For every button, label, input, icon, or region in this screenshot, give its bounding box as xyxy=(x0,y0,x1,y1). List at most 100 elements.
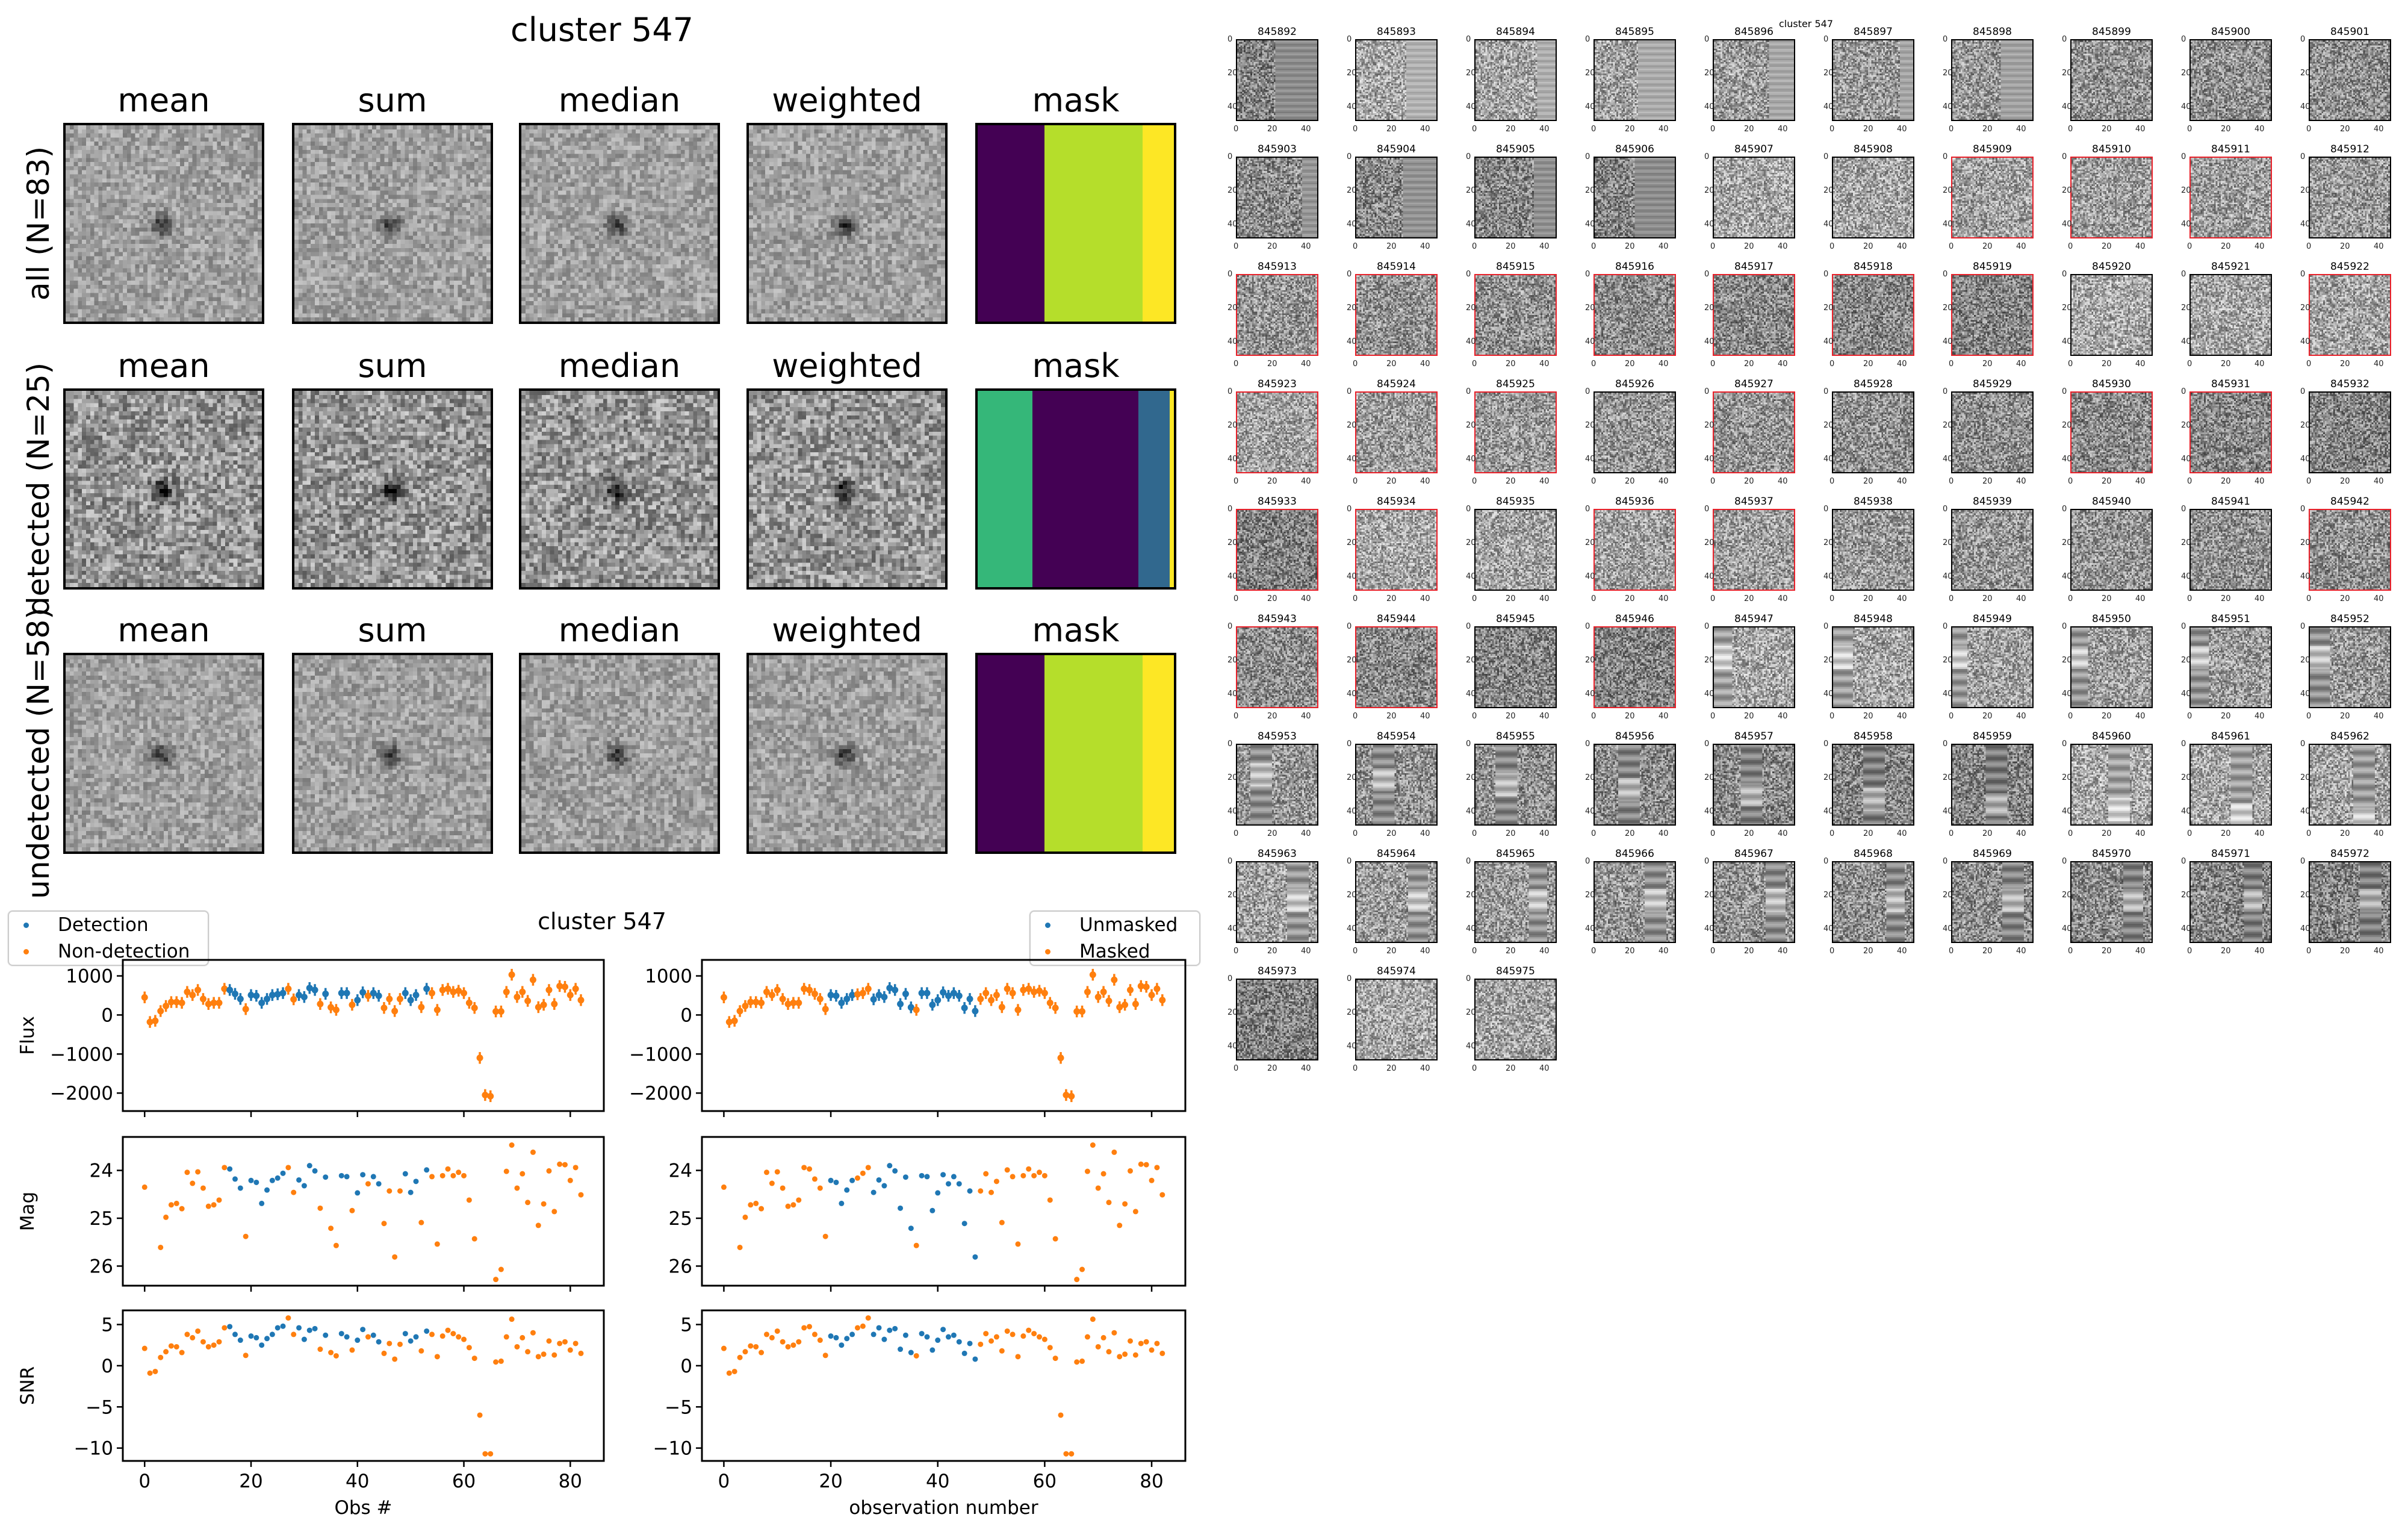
thumbnail[interactable] xyxy=(1236,979,1318,1060)
panel-title-sum: sum xyxy=(358,81,427,119)
thumbnail[interactable] xyxy=(1832,861,1914,943)
thumbnail[interactable] xyxy=(2070,509,2153,591)
thumbnail-detected[interactable] xyxy=(1951,274,2034,356)
thumbnail[interactable] xyxy=(1355,979,1438,1060)
thumbnail-detected[interactable] xyxy=(2070,157,2153,238)
thumbnail[interactable] xyxy=(1474,509,1557,591)
thumbnail[interactable] xyxy=(2309,39,2391,121)
thumbnail[interactable] xyxy=(1832,626,1914,708)
non-detection-point xyxy=(147,1370,153,1376)
thumbnail[interactable] xyxy=(2189,39,2272,121)
thumbnail-detected[interactable] xyxy=(1236,626,1318,708)
thumbnail-detected[interactable] xyxy=(2070,391,2153,473)
thumbnail-detected[interactable] xyxy=(1355,509,1438,591)
thumbnail-detected[interactable] xyxy=(1236,391,1318,473)
thumbnail[interactable] xyxy=(1593,39,1676,121)
non-detection-point xyxy=(524,997,532,1004)
thumbnail[interactable] xyxy=(1593,744,1676,826)
thumbnail-detected[interactable] xyxy=(1474,274,1557,356)
thumbnail[interactable] xyxy=(2189,274,2272,356)
thumbnail-detected[interactable] xyxy=(1236,509,1318,591)
thumbnail[interactable] xyxy=(1832,39,1914,121)
thumbnail[interactable] xyxy=(1474,979,1557,1060)
thumbnail[interactable] xyxy=(1355,39,1438,121)
thumbnail[interactable] xyxy=(1713,626,1795,708)
thumbnail[interactable] xyxy=(1355,157,1438,238)
thumbnail[interactable] xyxy=(2189,861,2272,943)
thumbnail[interactable] xyxy=(1832,391,1914,473)
thumbnail[interactable] xyxy=(2309,861,2391,943)
thumbnail[interactable] xyxy=(1832,744,1914,826)
thumbnail-detected[interactable] xyxy=(1593,274,1676,356)
thumbnail[interactable] xyxy=(2070,626,2153,708)
thumbnail-detected[interactable] xyxy=(1355,626,1438,708)
thumbnail-detected[interactable] xyxy=(1713,391,1795,473)
thumbnail[interactable] xyxy=(1236,861,1318,943)
thumbnail[interactable] xyxy=(2309,391,2391,473)
thumbnail-detected[interactable] xyxy=(2189,391,2272,473)
thumbnail[interactable] xyxy=(1951,39,2034,121)
thumbnail[interactable] xyxy=(1951,744,2034,826)
thumbnail-detected[interactable] xyxy=(2189,157,2272,238)
thumbnail[interactable] xyxy=(1355,744,1438,826)
thumbnail[interactable] xyxy=(1474,861,1557,943)
thumbnail-title: 845974 xyxy=(1377,965,1416,977)
thumbnail[interactable] xyxy=(2309,157,2391,238)
thumbnail[interactable] xyxy=(2309,626,2391,708)
thumbnail-y-tick-label: 40 xyxy=(1823,807,1834,816)
thumbnail[interactable] xyxy=(1593,157,1676,238)
thumbnail[interactable] xyxy=(1832,509,1914,591)
thumbnail-y-tick-label: 40 xyxy=(2181,572,2191,581)
thumbnail[interactable] xyxy=(1593,861,1676,943)
thumbnail[interactable] xyxy=(1951,861,2034,943)
thumbnail[interactable] xyxy=(1236,157,1318,238)
thumbnail-detected[interactable] xyxy=(2309,274,2391,356)
thumbnail[interactable] xyxy=(2309,744,2391,826)
thumbnail[interactable] xyxy=(1951,391,2034,473)
thumbnail[interactable] xyxy=(2070,274,2153,356)
thumbnail-detected[interactable] xyxy=(1474,391,1557,473)
thumbnail[interactable] xyxy=(1713,39,1795,121)
thumbnail[interactable] xyxy=(2189,626,2272,708)
thumbnail[interactable] xyxy=(1236,744,1318,826)
x-axis-label: observation number xyxy=(849,1497,1038,1519)
thumbnail-detected[interactable] xyxy=(1951,157,2034,238)
thumbnail[interactable] xyxy=(1951,509,2034,591)
thumbnail-detected[interactable] xyxy=(2309,509,2391,591)
thumbnail[interactable] xyxy=(2189,509,2272,591)
thumbnail[interactable] xyxy=(1713,861,1795,943)
thumbnail-title: 845937 xyxy=(1734,496,1773,508)
thumbnail[interactable] xyxy=(2189,744,2272,826)
thumbnail-detected[interactable] xyxy=(1593,626,1676,708)
thumbnail[interactable] xyxy=(1355,861,1438,943)
thumbnail-detected[interactable] xyxy=(1713,509,1795,591)
thumbnail[interactable] xyxy=(1713,157,1795,238)
thumbnail-detected[interactable] xyxy=(1355,274,1438,356)
thumbnail[interactable] xyxy=(1832,157,1914,238)
thumbnail[interactable] xyxy=(1236,39,1318,121)
thumbnail[interactable] xyxy=(1713,744,1795,826)
thumbnail-detected[interactable] xyxy=(1832,274,1914,356)
thumbnail[interactable] xyxy=(1951,626,2034,708)
thumbnail[interactable] xyxy=(2070,744,2153,826)
thumbnail-detected[interactable] xyxy=(1713,274,1795,356)
thumbnail[interactable] xyxy=(1474,39,1557,121)
thumbnail-detected[interactable] xyxy=(1355,391,1438,473)
thumbnail-detected[interactable] xyxy=(1593,509,1676,591)
thumbnail-x-tick-label: 0 xyxy=(2068,125,2073,134)
thumbnail-y-tick-label: 40 xyxy=(1704,220,1714,229)
thumbnail[interactable] xyxy=(1474,157,1557,238)
thumbnail[interactable] xyxy=(1474,626,1557,708)
masked-point xyxy=(1031,988,1038,995)
thumbnail-detected[interactable] xyxy=(1236,274,1318,356)
thumbnail[interactable] xyxy=(1593,391,1676,473)
thumbnail[interactable] xyxy=(1474,744,1557,826)
non-detection-point xyxy=(578,1192,584,1198)
non-detection-point xyxy=(450,988,457,995)
non-detection-point xyxy=(434,1241,440,1247)
thumbnail[interactable] xyxy=(2070,39,2153,121)
thumbnail-y-tick-label: 20 xyxy=(1704,891,1714,900)
thumbnail[interactable] xyxy=(2070,861,2153,943)
thumbnail-y-tick-label: 0 xyxy=(1227,974,1233,983)
unmasked-point xyxy=(843,995,851,1003)
